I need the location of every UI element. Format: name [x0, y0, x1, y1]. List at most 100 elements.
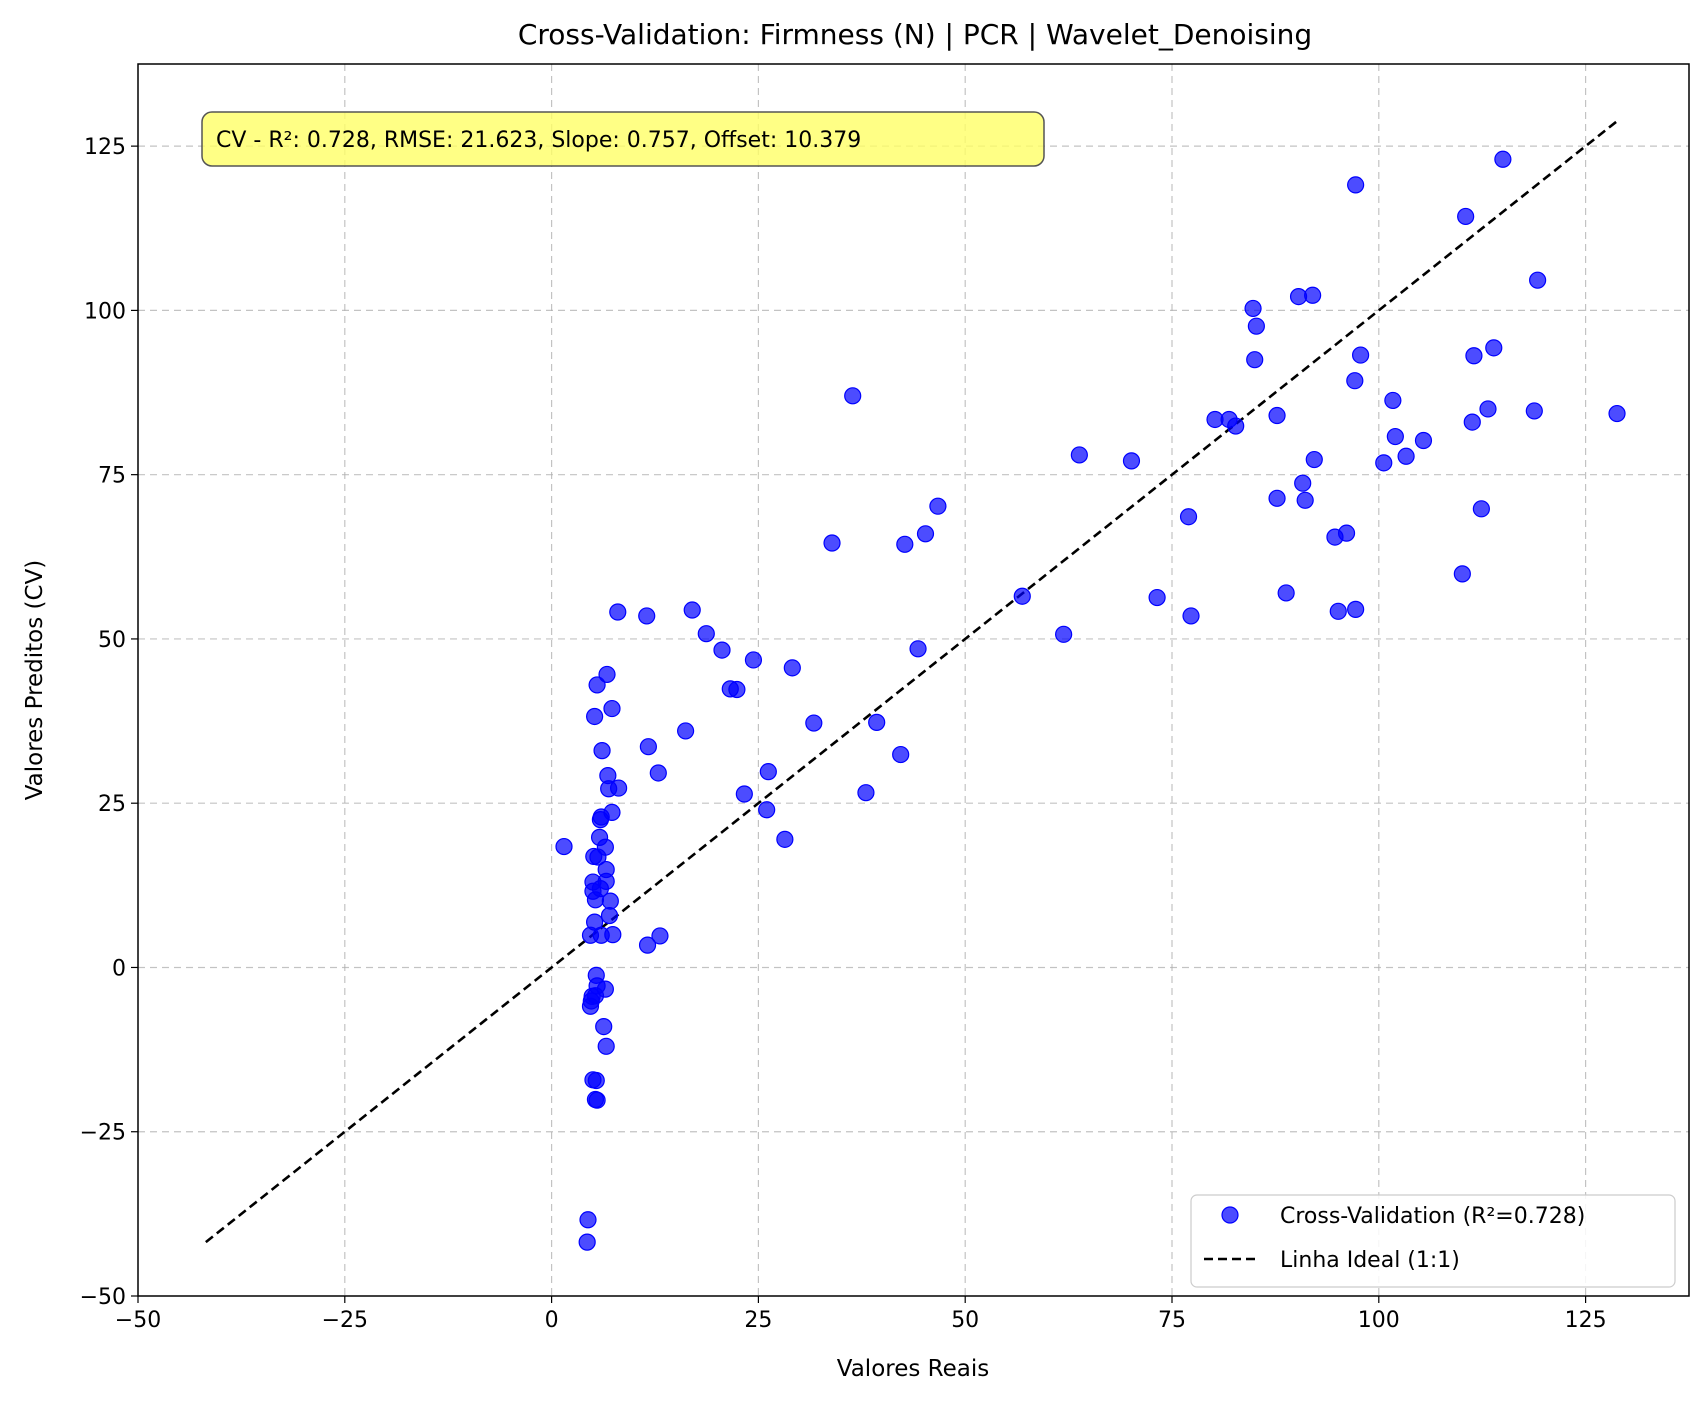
scatter-point [1148, 588, 1166, 607]
x-axis-ticks: −50 −25 0 25 50 75 100 125 [115, 1296, 1607, 1333]
y-tick-label: −25 [80, 1121, 126, 1146]
legend: Cross-Validation (R²=0.728) Linha Ideal … [1190, 1194, 1676, 1288]
scatter-point [929, 497, 947, 515]
y-axis-label: Valores Preditos (CV) [22, 560, 48, 801]
x-tick-label: −50 [115, 1308, 161, 1333]
legend-marker-scatter [1221, 1206, 1239, 1224]
x-tick-label: 50 [951, 1308, 979, 1333]
scatter-point [609, 603, 627, 621]
scatter-point [1179, 508, 1198, 526]
scatter-point [1472, 500, 1490, 518]
chart-title: Cross-Validation: Firmness (N) | PCR | W… [518, 18, 1312, 51]
scatter-point [1122, 452, 1141, 470]
scatter-point [579, 1211, 597, 1229]
scatter-point [593, 742, 611, 760]
scatter-point [1525, 402, 1543, 420]
scatter-point [596, 980, 614, 998]
x-tick-label: 100 [1358, 1308, 1400, 1333]
scatter-point [1608, 404, 1626, 423]
scatter-points [555, 150, 1626, 1251]
scatter-point [595, 1018, 613, 1036]
scatter-point [1457, 207, 1475, 226]
scatter-point [588, 1091, 606, 1109]
scatter-point [1227, 417, 1245, 435]
y-tick-label: 0 [112, 956, 126, 981]
x-tick-label: 0 [545, 1308, 559, 1333]
scatter-point [638, 607, 656, 625]
scatter-point [1070, 446, 1088, 464]
scatter-point [597, 872, 615, 890]
scatter-point [1268, 406, 1286, 425]
scatter-point [776, 830, 794, 848]
scatter-point [600, 906, 619, 925]
scatter-point [1453, 565, 1471, 583]
y-tick-label: 50 [98, 628, 126, 653]
scatter-point [1277, 584, 1295, 602]
scatter-point [598, 665, 616, 684]
x-tick-label: 75 [1158, 1308, 1186, 1333]
scatter-point [916, 525, 935, 543]
scatter-point [588, 676, 606, 694]
scatter-point [1296, 491, 1314, 509]
scatter-point [587, 1071, 605, 1090]
scatter-point [586, 707, 604, 726]
y-tick-label: 75 [98, 464, 126, 489]
scatter-point [697, 625, 715, 643]
scatter-point [1485, 339, 1503, 357]
scatter-point [1246, 351, 1264, 369]
scatter-point [896, 535, 914, 553]
scatter-point [1375, 454, 1393, 472]
scatter-point [892, 745, 910, 764]
x-tick-label: 25 [744, 1308, 772, 1333]
scatter-point [744, 651, 763, 669]
scatter-point [597, 1037, 615, 1055]
x-tick-label: 125 [1565, 1308, 1607, 1333]
scatter-point [610, 779, 628, 797]
legend-box [1190, 1194, 1676, 1288]
scatter-point [1305, 450, 1323, 469]
y-tick-label: 25 [98, 792, 126, 817]
metrics-annotation: CV - R²: 0.728, RMSE: 21.623, Slope: 0.7… [201, 111, 1045, 167]
x-axis-label: Valores Reais [837, 1356, 989, 1382]
scatter-point [604, 926, 622, 944]
scatter-point [1337, 524, 1356, 542]
scatter-point [603, 803, 621, 821]
scatter-point [639, 738, 657, 756]
scatter-point [651, 927, 669, 945]
scatter-point [758, 801, 776, 819]
scatter-point [1479, 400, 1497, 418]
scatter-point [1347, 176, 1365, 194]
x-tick-label: −25 [322, 1308, 368, 1333]
scatter-point [1013, 587, 1031, 605]
scatter-point [1347, 600, 1365, 618]
scatter-point [728, 680, 746, 699]
scatter-point [1386, 427, 1404, 446]
scatter-point [868, 713, 886, 731]
scatter-point [1384, 391, 1402, 410]
annotation-box [201, 111, 1045, 167]
scatter-point [735, 785, 753, 803]
scatter-point [649, 764, 667, 782]
scatter-point [857, 784, 875, 802]
scatter-point [677, 722, 695, 740]
y-axis-ticks: −50 −25 0 25 50 75 100 125 [80, 135, 138, 1310]
scatter-point [823, 534, 841, 552]
scatter-point [1182, 607, 1200, 625]
legend-label-scatter: Cross-Validation (R²=0.728) [1280, 1204, 1585, 1229]
scatter-point [603, 699, 621, 718]
scatter-point [759, 763, 777, 781]
scatter-point [1465, 347, 1483, 365]
scatter-point [1055, 625, 1073, 643]
scatter-point [1463, 413, 1481, 431]
scatter-point [1268, 489, 1286, 507]
scatter-point [1329, 602, 1347, 620]
scatter-point [844, 387, 862, 405]
ideal-line-path [205, 120, 1618, 1244]
scatter-point [638, 936, 657, 954]
scatter-point [578, 1233, 596, 1251]
scatter-point [1247, 317, 1265, 335]
ideal-line [205, 120, 1618, 1244]
annotation-text: CV - R²: 0.728, RMSE: 21.623, Slope: 0.7… [216, 128, 861, 153]
